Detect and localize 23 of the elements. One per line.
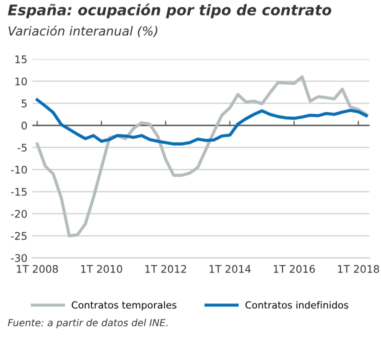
chart-title: España: ocupación por tipo de contrato xyxy=(8,4,332,18)
y-tick-label: 15 xyxy=(15,56,27,64)
y-tick-label: 10 xyxy=(15,77,27,86)
y-tick-label: -5 xyxy=(18,144,27,152)
y-tick-label: -20 xyxy=(11,210,27,218)
line-series xyxy=(36,98,368,146)
source-note: Fuente: a partir de datos del INE. xyxy=(8,318,168,328)
x-tick-label: 1T 2014 xyxy=(210,265,251,273)
chart-subtitle: Variación interanual (%) xyxy=(8,25,158,38)
y-tick-label: -25 xyxy=(11,232,27,240)
legend-label: Contratos temporales xyxy=(72,301,176,311)
x-tick-label: 1T 2018 xyxy=(338,265,380,273)
y-tick-label: -15 xyxy=(11,188,27,196)
line-series xyxy=(36,75,368,238)
x-tick-label: 1T 2016 xyxy=(274,265,315,273)
x-tick-label: 1T 2008 xyxy=(16,265,58,273)
x-tick-label: 1T 2010 xyxy=(81,265,122,273)
y-tick-label: 5 xyxy=(22,100,27,108)
y-tick-label: -10 xyxy=(11,166,27,174)
y-tick-label: 0 xyxy=(22,122,27,130)
y-tick-label: -30 xyxy=(11,254,27,262)
x-tick-label: 1T 2012 xyxy=(145,265,186,273)
legend-label: Contratos indefinidos xyxy=(245,301,348,309)
